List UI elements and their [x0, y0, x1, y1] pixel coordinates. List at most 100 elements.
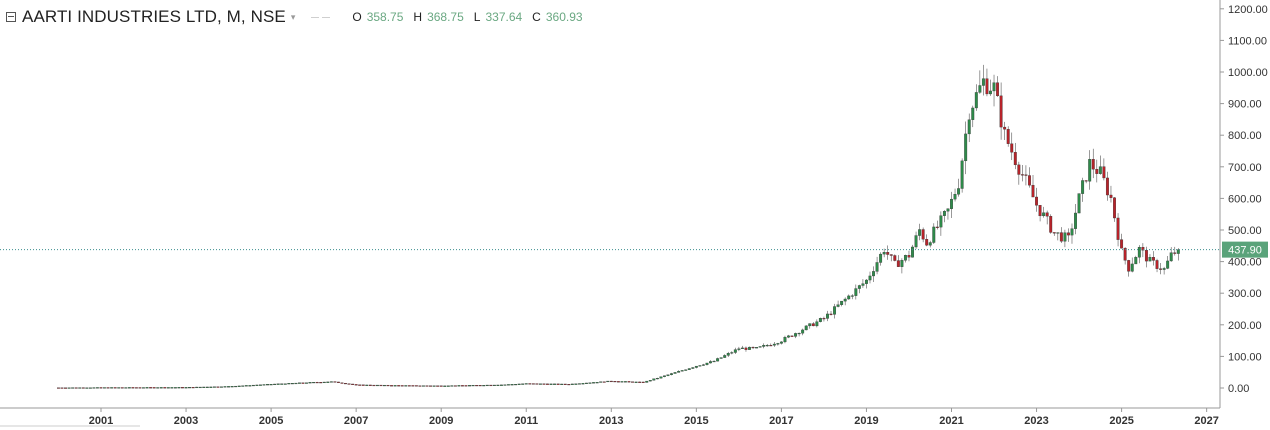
candle	[191, 387, 195, 389]
candle	[312, 382, 316, 384]
candle	[152, 387, 156, 389]
candle	[585, 382, 588, 384]
candle	[942, 210, 946, 216]
candle	[297, 382, 301, 384]
candle	[836, 304, 840, 307]
candle	[857, 285, 861, 289]
candle	[606, 380, 610, 383]
candle	[1006, 129, 1010, 144]
candle	[489, 384, 493, 387]
candle	[181, 387, 184, 389]
candle	[546, 383, 549, 385]
candle	[921, 229, 925, 240]
candle	[822, 318, 826, 320]
candle	[1130, 263, 1134, 272]
candle	[677, 371, 681, 373]
candle	[879, 253, 883, 263]
candle	[1137, 246, 1141, 258]
candle	[308, 382, 312, 384]
collapse-icon[interactable]	[6, 12, 16, 22]
candle	[1127, 260, 1131, 272]
candle	[854, 288, 858, 296]
candle	[531, 383, 535, 385]
candle	[730, 352, 734, 354]
candle	[64, 387, 68, 389]
candle	[305, 382, 308, 384]
candle	[499, 384, 503, 386]
candle	[407, 385, 411, 387]
candle	[762, 345, 766, 347]
candle	[872, 271, 875, 277]
candle	[1120, 239, 1124, 249]
candle	[1020, 174, 1024, 176]
candle	[333, 381, 337, 383]
candle	[1155, 260, 1159, 269]
candle	[404, 385, 408, 387]
candle	[648, 380, 652, 382]
candle	[1166, 260, 1170, 269]
candle	[1056, 232, 1060, 234]
high-value: 368.75	[427, 10, 464, 24]
candle	[248, 385, 252, 387]
candle	[227, 386, 231, 388]
candle	[60, 387, 64, 389]
y-tick-label: 200.00	[1228, 320, 1262, 332]
candle	[223, 386, 227, 388]
candle	[351, 383, 355, 385]
candle	[163, 387, 167, 389]
candle	[1074, 212, 1077, 229]
candle	[170, 387, 174, 389]
time-axis[interactable]: 2001 2003 2005 2007 2009 2011 2013 2015 2017 2019…	[89, 408, 1219, 427]
candle	[928, 242, 932, 246]
candle	[336, 381, 340, 383]
candle	[273, 383, 277, 386]
candle	[978, 85, 982, 93]
candle	[471, 385, 475, 387]
candle	[698, 365, 702, 367]
candle	[595, 382, 599, 384]
chevron-down-icon[interactable]: ▾	[290, 11, 296, 22]
candle	[397, 385, 401, 387]
y-tick-label: 500.00	[1228, 225, 1262, 237]
candle	[694, 365, 698, 368]
candle	[627, 381, 631, 383]
x-tick-label: 2021	[939, 415, 963, 427]
candle	[301, 382, 305, 384]
candle	[71, 387, 75, 389]
candle	[358, 384, 362, 386]
candle	[347, 383, 351, 385]
candle	[723, 355, 727, 358]
candle	[375, 384, 379, 387]
candle	[241, 385, 245, 387]
candle	[567, 384, 571, 386]
candle	[432, 385, 436, 387]
candle	[1045, 212, 1049, 217]
x-tick-label: 2005	[259, 415, 283, 427]
candle	[900, 260, 904, 267]
candle	[88, 387, 92, 389]
candle	[234, 385, 238, 388]
candle	[787, 335, 790, 338]
candle	[269, 384, 273, 386]
candle	[365, 384, 369, 386]
candle	[716, 358, 720, 362]
price-axis[interactable]: 0.00 100.00 200.00 300.00 400.00 500.00 600.00…	[1220, 4, 1268, 395]
candle	[748, 346, 751, 350]
candle	[138, 387, 142, 389]
symbol-title[interactable]: AARTI INDUSTRIES LTD, M, NSE	[22, 7, 286, 26]
candle	[361, 384, 365, 386]
candle	[443, 385, 447, 387]
candle	[981, 78, 985, 86]
candle	[613, 381, 617, 383]
candle	[521, 383, 525, 385]
candle	[319, 382, 323, 384]
x-tick-label: 2007	[344, 415, 368, 427]
candle	[1049, 216, 1053, 233]
current-price-text: 437.90	[1228, 245, 1262, 257]
candle	[765, 345, 769, 347]
candle	[1031, 184, 1035, 198]
x-tick-label: 2003	[174, 415, 198, 427]
candle	[840, 300, 844, 305]
candle	[283, 383, 287, 385]
